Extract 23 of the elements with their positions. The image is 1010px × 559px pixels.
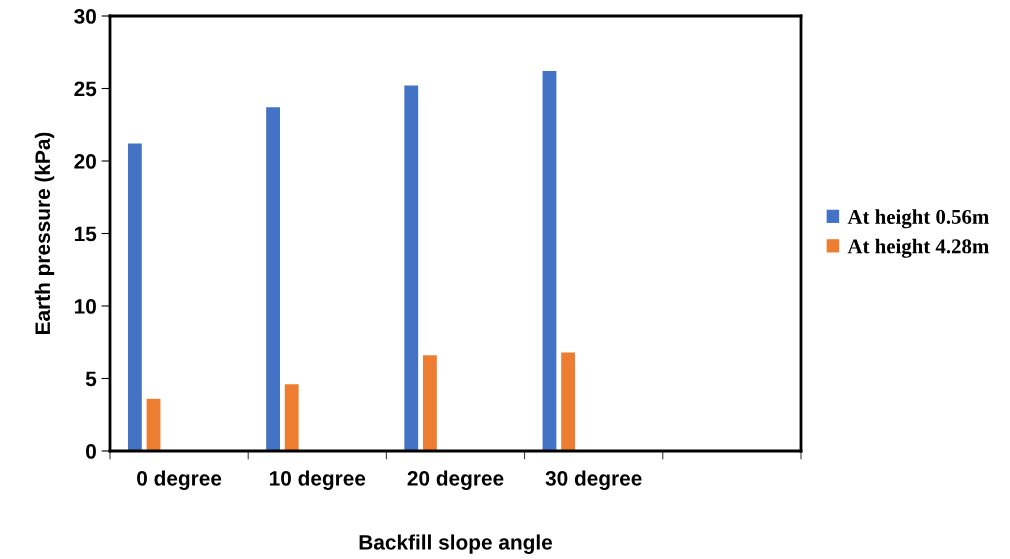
y-tick-label: 10 xyxy=(74,299,96,314)
x-axis-title: Backfill slope angle xyxy=(359,534,553,554)
bar xyxy=(127,143,142,451)
y-tick-label: 30 xyxy=(74,9,96,24)
y-tick-label: 20 xyxy=(74,154,96,169)
bar xyxy=(146,398,161,451)
bar xyxy=(284,384,299,451)
x-tick-label: 20 degree xyxy=(407,470,504,490)
y-tick-label: 0 xyxy=(86,444,96,459)
y-tick-label: 15 xyxy=(74,226,97,242)
bar xyxy=(561,352,576,451)
y-tick-label: 25 xyxy=(74,81,97,97)
x-tick-label: 10 degree xyxy=(269,470,366,490)
bar xyxy=(542,71,557,451)
legend-label: At height 4.28m xyxy=(847,238,989,258)
legend-label: At height 0.56m xyxy=(847,209,989,229)
y-tick-label: 5 xyxy=(85,371,97,387)
bar xyxy=(423,355,437,451)
bar xyxy=(404,85,419,451)
bar xyxy=(266,107,280,451)
x-tick-label: 30 degree xyxy=(545,470,642,490)
y-axis-title: Earth pressure (kPa) xyxy=(34,132,55,334)
x-tick-label: 0 degree xyxy=(137,470,222,490)
